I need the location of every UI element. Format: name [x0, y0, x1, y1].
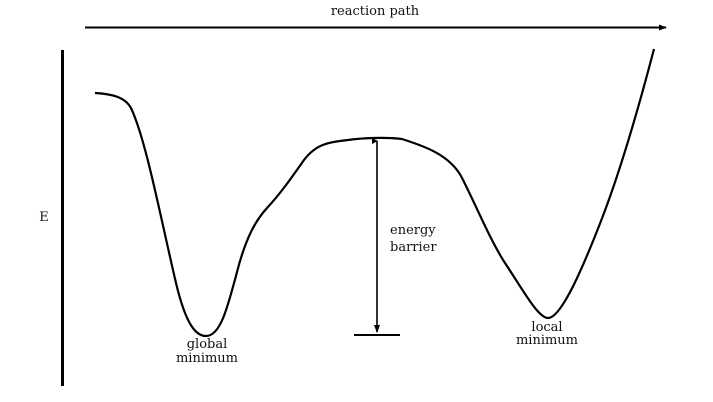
energy-barrier-label-line2: barrier — [390, 240, 437, 255]
energy-axis-label: E — [39, 210, 49, 225]
global-minimum-label-line1: global — [187, 337, 228, 352]
energy-curve — [94, 48, 656, 338]
reaction-path-label: reaction path — [331, 4, 420, 19]
global-minimum-label-line2: minimum — [176, 351, 238, 366]
local-minimum-label-line1: local — [531, 320, 562, 335]
energy-barrier-label-line1: energy — [390, 223, 436, 238]
local-minimum-label-line2: minimum — [516, 333, 578, 348]
